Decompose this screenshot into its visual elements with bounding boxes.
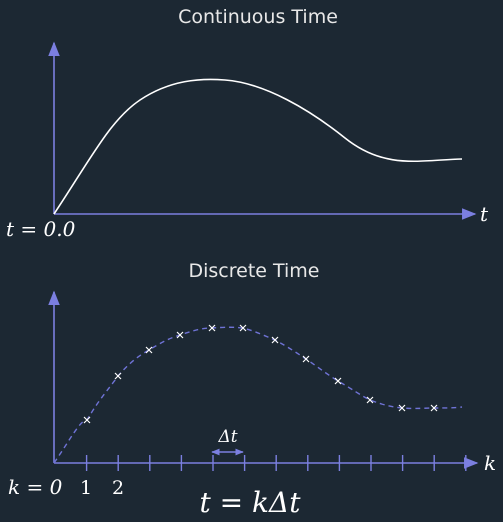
continuous-panel: Continuous Time t t = 0.0 [6,6,489,241]
sample-point [239,324,247,332]
discrete-ticks [85,455,467,471]
sample-point [430,404,438,412]
sample-point [334,377,342,385]
sample-point [366,396,374,404]
continuous-axis-label: t [480,202,489,226]
discrete-panel: Discrete Time Δt k = 0 1 2 k t = kΔt [8,260,496,519]
sample-point [398,404,406,412]
tick-label-1: 1 [80,477,92,499]
tick-label-2: 2 [112,477,124,499]
continuous-title: Continuous Time [178,6,338,28]
discrete-axis-label: k [484,451,496,475]
sample-point [208,324,216,332]
time-formula: t = kΔt [200,486,302,519]
sample-point [302,355,310,363]
continuous-signal-curve [53,78,463,215]
sample-point [271,336,279,344]
tick-label-k0: k = 0 [8,475,63,499]
sample-point [176,331,184,339]
delta-t-label: Δt [217,427,237,447]
continuous-origin-label: t = 0.0 [6,217,76,241]
discrete-samples [83,324,438,424]
discrete-dashed-curve [53,326,463,464]
sample-point [145,346,153,354]
discrete-title: Discrete Time [188,260,319,282]
sample-point [83,416,91,424]
sample-point [114,372,122,380]
